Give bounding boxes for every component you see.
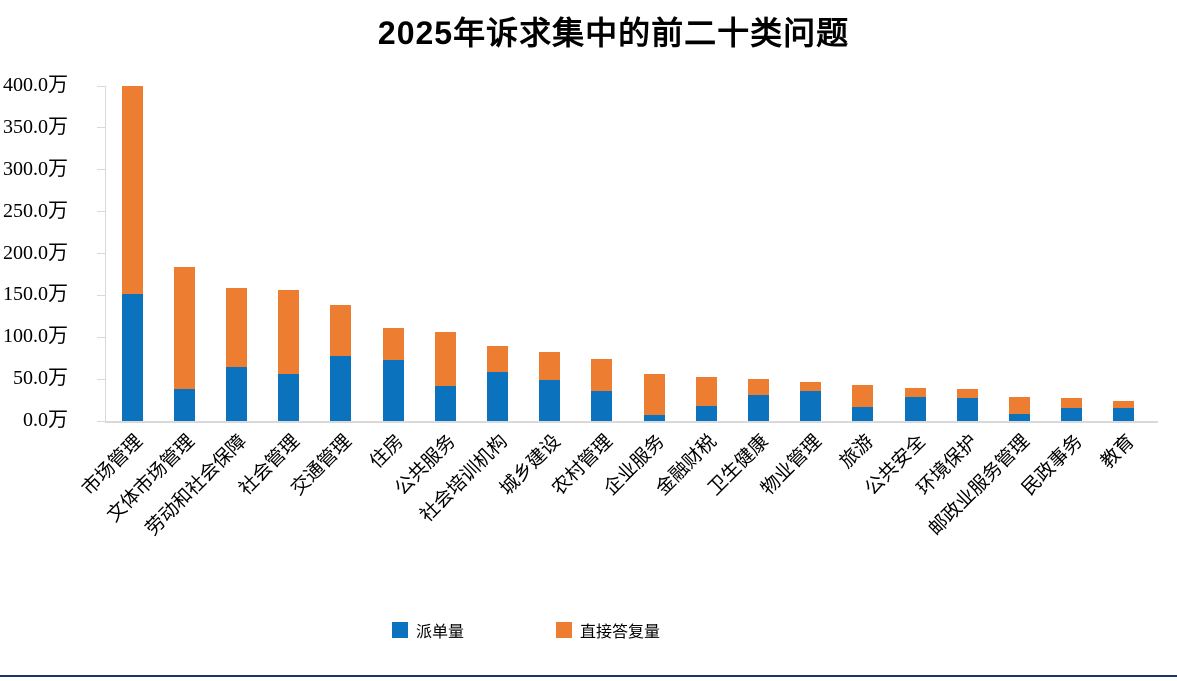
bar-segment-派单量 (747, 395, 769, 421)
bar-卫生健康 (747, 379, 769, 421)
y-axis-label: 0.0万 (23, 409, 68, 431)
bar-社会管理 (278, 290, 300, 421)
y-axis-label: 350.0万 (3, 115, 68, 138)
bar-市场管理 (121, 86, 143, 421)
bar-segment-直接答复量 (486, 346, 508, 373)
bar-交通管理 (330, 304, 352, 421)
bar-segment-派单量 (852, 406, 874, 421)
bar-segment-派单量 (956, 398, 978, 421)
y-axis-tick (97, 378, 105, 380)
bar-物业管理 (800, 382, 822, 421)
bar-教育 (1113, 400, 1135, 421)
bar-城乡建设 (539, 352, 561, 421)
bar-segment-派单量 (800, 390, 822, 421)
y-axis-tick (97, 294, 105, 296)
bar-segment-直接答复量 (382, 328, 404, 360)
bar-segment-派单量 (695, 405, 717, 421)
bar-segment-派单量 (434, 385, 456, 421)
y-axis-tick (97, 169, 105, 171)
bar-segment-直接答复量 (747, 379, 769, 396)
bar-segment-派单量 (225, 366, 247, 421)
bar-segment-派单量 (486, 372, 508, 421)
bottom-border-rule (0, 675, 1177, 677)
bar-segment-派单量 (1113, 407, 1135, 421)
bar-segment-直接答复量 (121, 86, 143, 294)
bar-segment-派单量 (382, 359, 404, 421)
bar-segment-派单量 (591, 390, 613, 421)
legend-label-direct-reply: 直接答复量 (580, 624, 661, 641)
legend-item-direct-reply: 直接答复量 (556, 618, 660, 642)
bar-环境保护 (956, 389, 978, 421)
y-axis-label: 150.0万 (3, 283, 68, 306)
bar-segment-派单量 (904, 396, 926, 421)
y-axis-label: 100.0万 (3, 325, 68, 348)
y-axis-tick (97, 253, 105, 254)
y-axis-tick (97, 420, 105, 422)
bar-公共服务 (434, 332, 456, 421)
bar-社会培训机构 (486, 346, 508, 421)
bar-segment-派单量 (1061, 408, 1083, 421)
bar-企业服务 (643, 374, 665, 421)
bar-segment-直接答复量 (1061, 397, 1083, 409)
legend-label-dispatch: 派单量 (416, 624, 465, 641)
bar-劳动和社会保障 (225, 287, 247, 421)
bar-segment-直接答复量 (1008, 396, 1030, 415)
bar-segment-直接答复量 (1113, 400, 1135, 408)
bar-文体市场管理 (173, 266, 195, 421)
bar-segment-直接答复量 (591, 359, 613, 391)
bar-segment-直接答复量 (434, 332, 456, 386)
bar-segment-派单量 (539, 379, 561, 421)
bar-segment-派单量 (1008, 414, 1030, 421)
legend-swatch-blue-icon (392, 622, 408, 638)
bar-segment-派单量 (643, 415, 665, 421)
chart-title: 2025年诉求集中的前二十类问题 (377, 15, 850, 51)
bar-segment-直接答复量 (956, 389, 978, 399)
y-axis-label: 250.0万 (3, 199, 68, 222)
bar-segment-直接答复量 (852, 385, 874, 407)
bar-segment-直接答复量 (695, 376, 717, 406)
bar-segment-派单量 (173, 389, 195, 421)
bar-segment-直接答复量 (539, 352, 561, 380)
y-axis-tick (97, 211, 105, 213)
bar-农村管理 (591, 359, 613, 421)
y-axis-label: 300.0万 (3, 157, 68, 180)
bar-segment-直接答复量 (225, 287, 247, 367)
bar-segment-直接答复量 (904, 387, 926, 397)
y-axis-label: 200.0万 (3, 241, 68, 264)
bar-民政事务 (1061, 397, 1083, 421)
legend: 派单量 直接答复量 (392, 618, 660, 642)
bar-住房 (382, 328, 404, 421)
bar-旅游 (852, 385, 874, 421)
bar-segment-派单量 (121, 293, 143, 421)
bar-segment-派单量 (278, 374, 300, 421)
legend-swatch-orange-icon (556, 622, 573, 638)
bar-segment-派单量 (330, 355, 352, 421)
y-axis-tick (97, 127, 105, 129)
plot-area: 400.0万 350.0万 300.0万 250.0万 200.0万 150.0万 100.… (3, 75, 1158, 540)
bar-segment-直接答复量 (643, 374, 665, 416)
bar-segment-直接答复量 (278, 290, 300, 375)
bar-segment-直接答复量 (800, 382, 822, 391)
y-axis-tick (97, 85, 105, 87)
bar-segment-直接答复量 (330, 304, 352, 356)
y-axis-tick (97, 336, 105, 338)
y-axis-label: 400.0万 (3, 74, 68, 96)
bar-segment-直接答复量 (173, 266, 195, 390)
bar-公共安全 (904, 387, 926, 421)
bar-邮政业服务管理 (1008, 396, 1030, 421)
bar-金融财税 (695, 376, 717, 421)
legend-item-dispatch: 派单量 (392, 618, 464, 642)
y-axis-label: 50.0万 (13, 367, 68, 390)
